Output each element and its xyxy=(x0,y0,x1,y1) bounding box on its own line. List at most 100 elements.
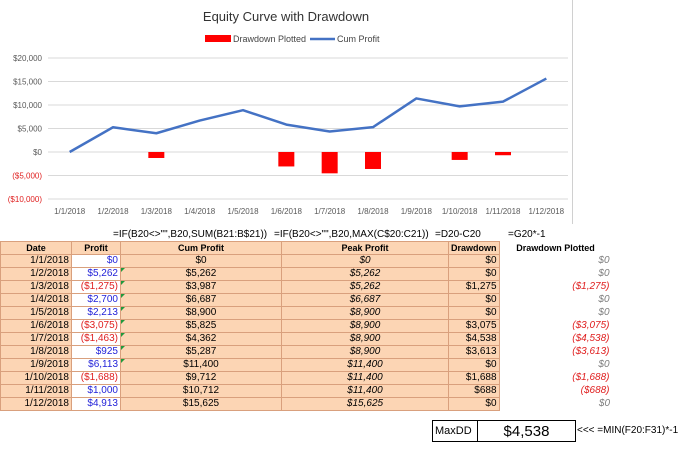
drawdown-cell[interactable]: $1,688 xyxy=(448,371,500,385)
peak-profit-cell[interactable]: $8,900 xyxy=(281,332,449,346)
drawdown-plotted-cell[interactable]: ($4,538) xyxy=(499,332,613,346)
profit-cell[interactable]: ($1,463) xyxy=(71,332,121,346)
profit-cell[interactable]: ($1,275) xyxy=(71,280,121,294)
profit-cell[interactable]: $5,262 xyxy=(71,267,121,281)
date-cell[interactable]: 1/4/2018 xyxy=(0,293,72,307)
drawdown-cell[interactable]: $4,538 xyxy=(448,332,500,346)
date-cell[interactable]: 1/9/2018 xyxy=(0,358,72,372)
cum-profit-cell[interactable]: $9,712 xyxy=(120,371,282,385)
drawdown-plotted-cell[interactable]: ($688) xyxy=(499,384,613,398)
drawdown-cell[interactable]: $0 xyxy=(448,397,500,411)
header-drawdown-plotted[interactable]: Drawdown Plotted xyxy=(499,241,613,255)
x-tick-label: 1/3/2018 xyxy=(141,207,173,216)
peak-profit-cell[interactable]: $8,900 xyxy=(281,306,449,320)
drawdown-plotted-cell[interactable]: $0 xyxy=(499,293,613,307)
drawdown-cell[interactable]: $3,613 xyxy=(448,345,500,359)
x-tick-label: 1/5/2018 xyxy=(227,207,259,216)
profit-cell[interactable]: ($3,075) xyxy=(71,319,121,333)
chart-container[interactable]: Equity Curve with Drawdown Drawdown Plot… xyxy=(0,0,573,225)
header-drawdown[interactable]: Drawdown xyxy=(448,241,500,255)
cum-profit-cell[interactable]: $5,262 xyxy=(120,267,282,281)
peak-profit-cell[interactable]: $0 xyxy=(281,254,449,268)
maxdd-label[interactable]: MaxDD xyxy=(433,421,478,441)
date-cell[interactable]: 1/2/2018 xyxy=(0,267,72,281)
drawdown-cell[interactable]: $688 xyxy=(448,384,500,398)
peak-profit-cell[interactable]: $8,900 xyxy=(281,319,449,333)
cum-profit-cell[interactable]: $0 xyxy=(120,254,282,268)
drawdown-cell[interactable]: $0 xyxy=(448,306,500,320)
header-cum-profit[interactable]: Cum Profit xyxy=(120,241,282,255)
drawdown-cell[interactable]: $0 xyxy=(448,267,500,281)
drawdown-plotted-cell[interactable]: ($3,613) xyxy=(499,345,613,359)
profit-cell[interactable]: $2,213 xyxy=(71,306,121,320)
profit-cell[interactable]: $1,000 xyxy=(71,384,121,398)
date-cell[interactable]: 1/10/2018 xyxy=(0,371,72,385)
date-cell[interactable]: 1/7/2018 xyxy=(0,332,72,346)
equity-chart: Equity Curve with Drawdown Drawdown Plot… xyxy=(8,9,568,216)
x-tick-label: 1/6/2018 xyxy=(271,207,303,216)
drawdown-cell[interactable]: $1,275 xyxy=(448,280,500,294)
drawdown-cell[interactable]: $0 xyxy=(448,293,500,307)
legend-swatch-drawdown xyxy=(205,35,231,42)
header-profit[interactable]: Profit xyxy=(71,241,121,255)
y-tick-label: ($10,000) xyxy=(8,195,43,204)
date-cell[interactable]: 1/3/2018 xyxy=(0,280,72,294)
cum-profit-cell[interactable]: $5,287 xyxy=(120,345,282,359)
cum-profit-cell[interactable]: $15,625 xyxy=(120,397,282,411)
cum-profit-cell[interactable]: $3,987 xyxy=(120,280,282,294)
table-row: 1/10/2018 ($1,688) $9,712 $11,400 $1,688 ($1,… xyxy=(0,371,613,385)
cum-profit-polyline xyxy=(69,77,547,154)
peak-profit-cell[interactable]: $8,900 xyxy=(281,345,449,359)
cum-profit-cell[interactable]: $5,825 xyxy=(120,319,282,333)
cum-profit-cell[interactable]: $4,362 xyxy=(120,332,282,346)
date-cell[interactable]: 1/1/2018 xyxy=(0,254,72,268)
drawdown-bar xyxy=(495,152,511,156)
cum-profit-cell[interactable]: $11,400 xyxy=(120,358,282,372)
header-date[interactable]: Date xyxy=(0,241,72,255)
legend-label-cum-profit: Cum Profit xyxy=(337,34,380,44)
profit-cell[interactable]: ($1,688) xyxy=(71,371,121,385)
drawdown-plotted-cell[interactable]: ($3,075) xyxy=(499,319,613,333)
drawdown-plotted-cell[interactable]: $0 xyxy=(499,358,613,372)
profit-cell[interactable]: $6,113 xyxy=(71,358,121,372)
drawdown-plotted-cell[interactable]: $0 xyxy=(499,267,613,281)
drawdown-plotted-cell[interactable]: $0 xyxy=(499,254,613,268)
profit-cell[interactable]: $4,913 xyxy=(71,397,121,411)
peak-profit-cell[interactable]: $5,262 xyxy=(281,280,449,294)
drawdown-plotted-cell[interactable]: ($1,275) xyxy=(499,280,613,294)
peak-profit-cell[interactable]: $11,400 xyxy=(281,371,449,385)
peak-profit-cell[interactable]: $5,262 xyxy=(281,267,449,281)
x-tick-label: 1/11/2018 xyxy=(486,207,522,216)
peak-profit-cell[interactable]: $11,400 xyxy=(281,384,449,398)
drawdown-plotted-cell[interactable]: $0 xyxy=(499,306,613,320)
profit-cell[interactable]: $2,700 xyxy=(71,293,121,307)
cum-profit-cell[interactable]: $10,712 xyxy=(120,384,282,398)
peak-profit-cell[interactable]: $6,687 xyxy=(281,293,449,307)
drawdown-cell[interactable]: $0 xyxy=(448,358,500,372)
cum-profit-cell[interactable]: $8,900 xyxy=(120,306,282,320)
drawdown-plotted-cell[interactable]: ($1,688) xyxy=(499,371,613,385)
header-peak-profit[interactable]: Peak Profit xyxy=(281,241,449,255)
y-tick-label: $0 xyxy=(33,148,42,157)
cum-profit-cell[interactable]: $6,687 xyxy=(120,293,282,307)
drawdown-plotted-cell[interactable]: $0 xyxy=(499,397,613,411)
legend-label-drawdown: Drawdown Plotted xyxy=(233,34,306,44)
drawdown-cell[interactable]: $3,075 xyxy=(448,319,500,333)
y-tick-label: $5,000 xyxy=(18,125,43,134)
date-cell[interactable]: 1/8/2018 xyxy=(0,345,72,359)
maxdd-box: MaxDD $4,538 xyxy=(432,420,576,442)
maxdd-value[interactable]: $4,538 xyxy=(503,422,550,440)
peak-profit-cell[interactable]: $15,625 xyxy=(281,397,449,411)
profit-cell[interactable]: $925 xyxy=(71,345,121,359)
date-cell[interactable]: 1/12/2018 xyxy=(0,397,72,411)
chart-legend: Drawdown Plotted Cum Profit xyxy=(205,34,380,44)
table-row: 1/4/2018 $2,700 $6,687 $6,687 $0 $0 xyxy=(0,293,613,307)
y-axis-ticks: $20,000 $15,000 $10,000 $5,000 $0 ($5,000) ($1… xyxy=(8,54,43,204)
peak-profit-cell[interactable]: $11,400 xyxy=(281,358,449,372)
date-cell[interactable]: 1/6/2018 xyxy=(0,319,72,333)
drawdown-cell[interactable]: $0 xyxy=(448,254,500,268)
date-cell[interactable]: 1/11/2018 xyxy=(0,384,72,398)
table-row: 1/5/2018 $2,213 $8,900 $8,900 $0 $0 xyxy=(0,306,613,320)
profit-cell[interactable]: $0 xyxy=(71,254,121,268)
date-cell[interactable]: 1/5/2018 xyxy=(0,306,72,320)
